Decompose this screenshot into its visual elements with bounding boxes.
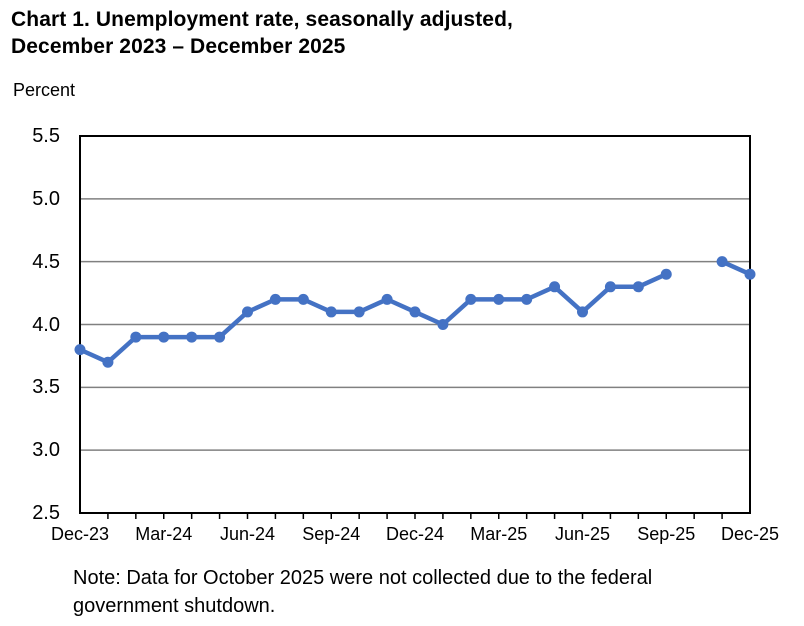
- unemployment-rate-series: [74, 256, 756, 368]
- y-axis-unit-label: Percent: [13, 80, 76, 100]
- data-point: [465, 293, 477, 305]
- x-axis-tick-label: Jun-24: [219, 524, 276, 544]
- data-point: [604, 281, 616, 293]
- chart-title: Chart 1. Unemployment rate, seasonally a…: [11, 6, 513, 60]
- x-axis-tick-label: Dec-25: [720, 524, 780, 544]
- data-point: [716, 256, 728, 268]
- chart-title-line2: December 2023 – December 2025: [11, 35, 346, 58]
- y-axis-tick-label: 5.0: [32, 187, 60, 210]
- y-axis-tick-label: 5.5: [32, 125, 60, 147]
- x-axis-ticks: [107, 513, 723, 519]
- chart-note: Note: Data for October 2025 were not col…: [73, 564, 652, 620]
- data-point: [353, 306, 365, 318]
- data-point: [214, 331, 226, 343]
- data-point: [521, 293, 533, 305]
- chart-note-line2: government shutdown.: [73, 595, 276, 617]
- data-point: [130, 331, 142, 343]
- y-axis-tick-label: 4.5: [32, 250, 60, 273]
- data-point: [102, 356, 114, 368]
- y-axis-tick-label: 2.5: [32, 502, 60, 524]
- data-point: [158, 331, 170, 343]
- x-axis-tick-label: Mar-24: [135, 524, 193, 544]
- data-point: [242, 306, 253, 318]
- chart-note-line1: Note: Data for October 2025 were not col…: [73, 567, 653, 589]
- x-axis-tick-label: Sep-24: [302, 524, 361, 544]
- y-axis-tick-label: 3.5: [32, 376, 60, 399]
- data-point: [269, 293, 281, 305]
- trend-line-segment: [77, 271, 669, 365]
- x-axis-tick-label: Sep-25: [637, 524, 696, 544]
- data-point: [409, 306, 421, 318]
- data-point: [660, 268, 672, 280]
- chart-title-line1: Chart 1. Unemployment rate, seasonally a…: [11, 8, 513, 31]
- data-point: [74, 344, 86, 356]
- gridlines: [80, 198, 750, 451]
- data-point: [186, 331, 198, 343]
- x-axis-tick-label: Dec-24: [385, 524, 445, 544]
- data-point: [744, 268, 756, 280]
- data-point: [493, 293, 505, 305]
- y-axis-tick-label: 3.0: [32, 439, 60, 462]
- data-point: [632, 281, 644, 293]
- y-axis-tick-label: 4.0: [32, 313, 60, 336]
- data-point: [325, 306, 337, 318]
- x-axis-tick-label: Dec-23: [50, 524, 110, 544]
- data-point: [437, 319, 449, 330]
- x-axis-tick-label: Mar-25: [470, 524, 528, 544]
- x-axis-tick-label: Jun-25: [554, 524, 611, 544]
- data-point: [381, 293, 393, 305]
- data-point: [577, 306, 588, 318]
- data-point: [549, 281, 561, 293]
- data-point: [297, 293, 309, 305]
